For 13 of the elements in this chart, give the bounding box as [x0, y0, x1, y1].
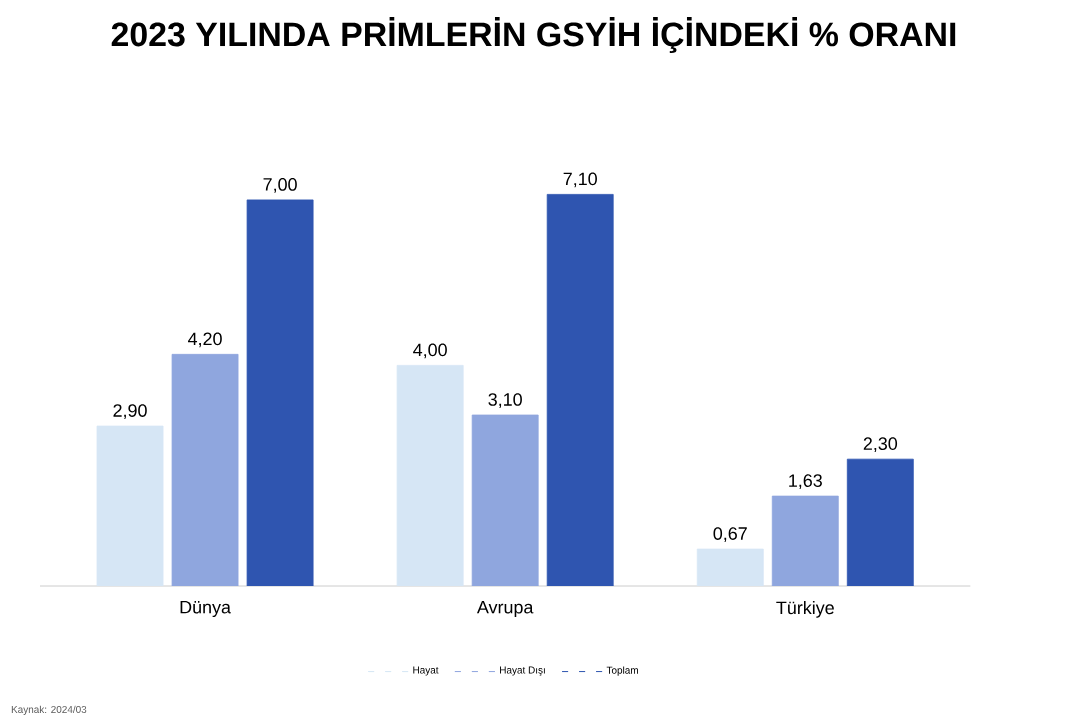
- data-label: 4,20: [188, 332, 222, 348]
- data-label: 4,00: [413, 343, 447, 359]
- data-label: 0,67: [713, 527, 747, 542]
- x-tick-label: Dünya: [180, 601, 231, 618]
- data-label: 1,63: [789, 474, 822, 490]
- chart-title: 2023 YILINDA PRİMLERİN GSYİH İÇİNDEKİ % ORANI: [111, 17, 956, 54]
- data-label: 7,00: [263, 178, 297, 193]
- data-label: 2,90: [113, 404, 147, 419]
- data-label: 7,10: [563, 172, 597, 188]
- x-tick-label: Türkiye: [776, 601, 834, 618]
- data-label: 3,10: [488, 393, 522, 408]
- x-tick-label: Avrupa: [476, 601, 534, 618]
- data-label: 2,30: [863, 437, 898, 453]
